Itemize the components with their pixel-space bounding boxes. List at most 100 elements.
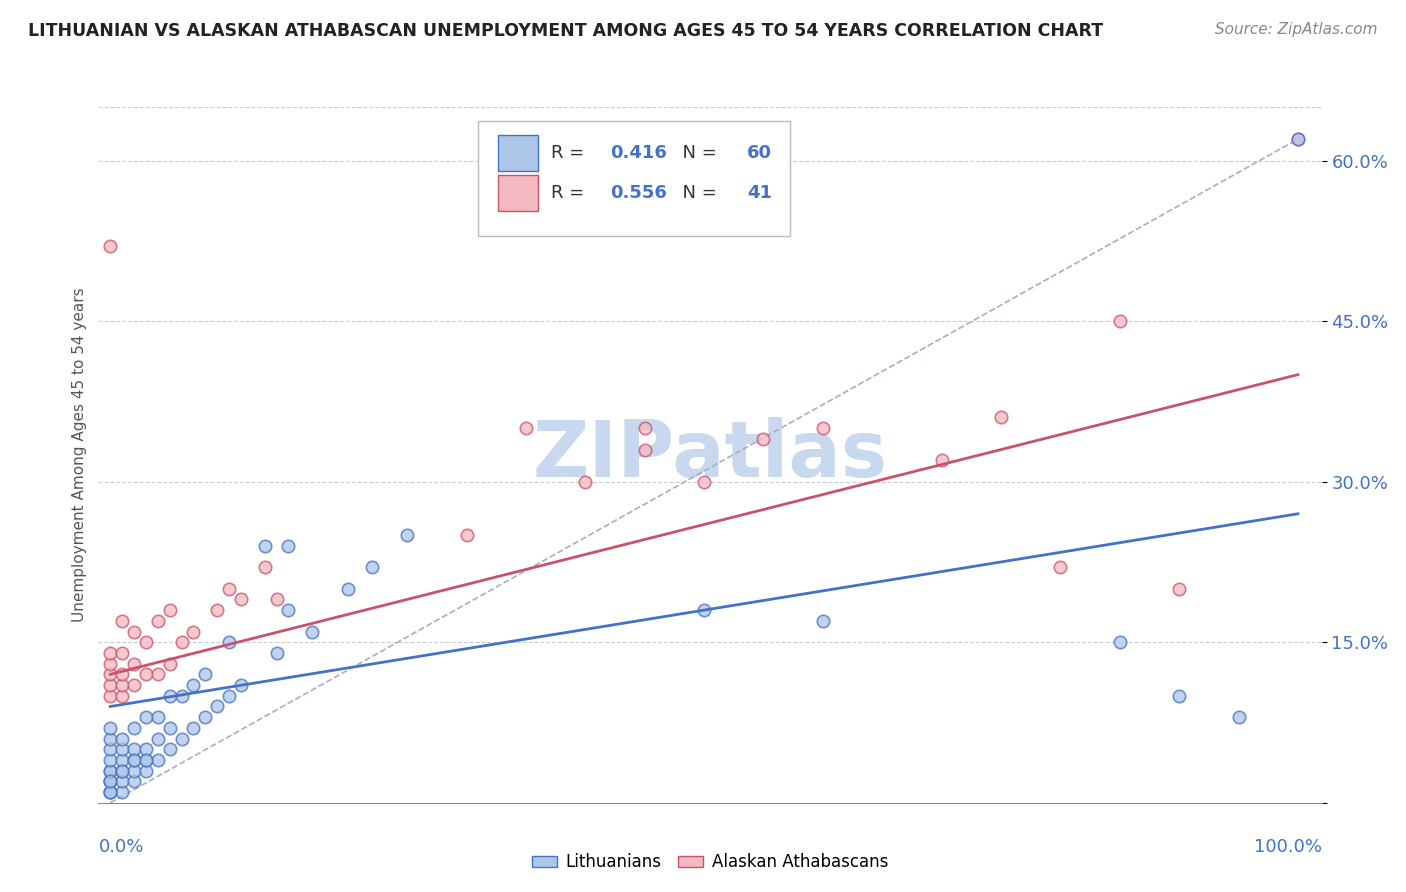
Point [146, 753, 169, 767]
Point [111, 774, 134, 789]
Text: 0.556: 0.556 [610, 185, 666, 202]
Point [98, 721, 121, 735]
Point [135, 635, 157, 649]
Point [111, 614, 134, 628]
Point [111, 764, 134, 778]
Point [205, 699, 228, 714]
Point [98, 731, 121, 746]
Point [183, 624, 205, 639]
Text: 0.416: 0.416 [610, 144, 666, 162]
Text: 60: 60 [747, 144, 772, 162]
Point [111, 678, 134, 692]
Point [253, 539, 276, 553]
Point [360, 560, 382, 574]
Point [146, 667, 169, 681]
Point [98, 785, 121, 799]
Point [111, 667, 134, 681]
Point [122, 624, 145, 639]
Point [1049, 560, 1071, 574]
Point [135, 753, 157, 767]
Y-axis label: Unemployment Among Ages 45 to 54 years: Unemployment Among Ages 45 to 54 years [72, 287, 87, 623]
Point [98, 742, 121, 756]
Point [159, 742, 181, 756]
Point [229, 678, 252, 692]
Point [98, 753, 121, 767]
Point [574, 475, 596, 489]
Text: Source: ZipAtlas.com: Source: ZipAtlas.com [1215, 22, 1378, 37]
Point [111, 785, 134, 799]
Point [634, 442, 657, 457]
Point [111, 689, 134, 703]
Point [170, 635, 193, 649]
Point [111, 753, 134, 767]
Point [98, 678, 121, 692]
Point [183, 721, 205, 735]
Point [194, 710, 217, 724]
Point [98, 764, 121, 778]
Legend: Lithuanians, Alaskan Athabascans: Lithuanians, Alaskan Athabascans [526, 847, 894, 878]
Text: R =: R = [551, 144, 591, 162]
Point [266, 592, 288, 607]
Point [218, 582, 240, 596]
Point [111, 731, 134, 746]
Point [159, 603, 181, 617]
Point [229, 592, 252, 607]
Point [98, 239, 121, 253]
Point [98, 774, 121, 789]
Point [98, 774, 121, 789]
Text: N =: N = [671, 185, 723, 202]
Text: 0.0%: 0.0% [98, 838, 143, 855]
Point [1286, 132, 1309, 146]
Point [146, 710, 169, 724]
Point [122, 753, 145, 767]
Point [135, 742, 157, 756]
Text: 100.0%: 100.0% [1254, 838, 1322, 855]
Point [98, 689, 121, 703]
Point [98, 657, 121, 671]
Point [301, 624, 323, 639]
Point [515, 421, 537, 435]
Point [277, 603, 299, 617]
Point [122, 764, 145, 778]
Point [253, 560, 276, 574]
Point [752, 432, 775, 446]
Point [1286, 132, 1309, 146]
Point [98, 646, 121, 660]
Point [456, 528, 478, 542]
Point [146, 731, 169, 746]
Point [122, 657, 145, 671]
Point [693, 475, 716, 489]
Text: LITHUANIAN VS ALASKAN ATHABASCAN UNEMPLOYMENT AMONG AGES 45 TO 54 YEARS CORRELAT: LITHUANIAN VS ALASKAN ATHABASCAN UNEMPLO… [28, 22, 1104, 40]
Point [183, 678, 205, 692]
Text: ZIPatlas: ZIPatlas [533, 417, 887, 493]
Point [135, 764, 157, 778]
Point [111, 764, 134, 778]
Point [98, 764, 121, 778]
Point [811, 421, 834, 435]
Text: N =: N = [671, 144, 723, 162]
Point [218, 689, 240, 703]
Point [170, 731, 193, 746]
Point [990, 410, 1012, 425]
Point [98, 774, 121, 789]
Text: 41: 41 [747, 185, 772, 202]
Point [811, 614, 834, 628]
Point [98, 785, 121, 799]
Bar [498, 175, 537, 211]
Point [135, 710, 157, 724]
Point [122, 721, 145, 735]
Point [159, 657, 181, 671]
Point [135, 753, 157, 767]
Point [634, 421, 657, 435]
Point [1168, 582, 1191, 596]
Point [218, 635, 240, 649]
Point [1227, 710, 1250, 724]
Bar [498, 135, 537, 171]
Point [266, 646, 288, 660]
Point [122, 678, 145, 692]
Point [159, 721, 181, 735]
Point [396, 528, 419, 542]
Point [146, 614, 169, 628]
Point [194, 667, 217, 681]
Text: R =: R = [551, 185, 591, 202]
